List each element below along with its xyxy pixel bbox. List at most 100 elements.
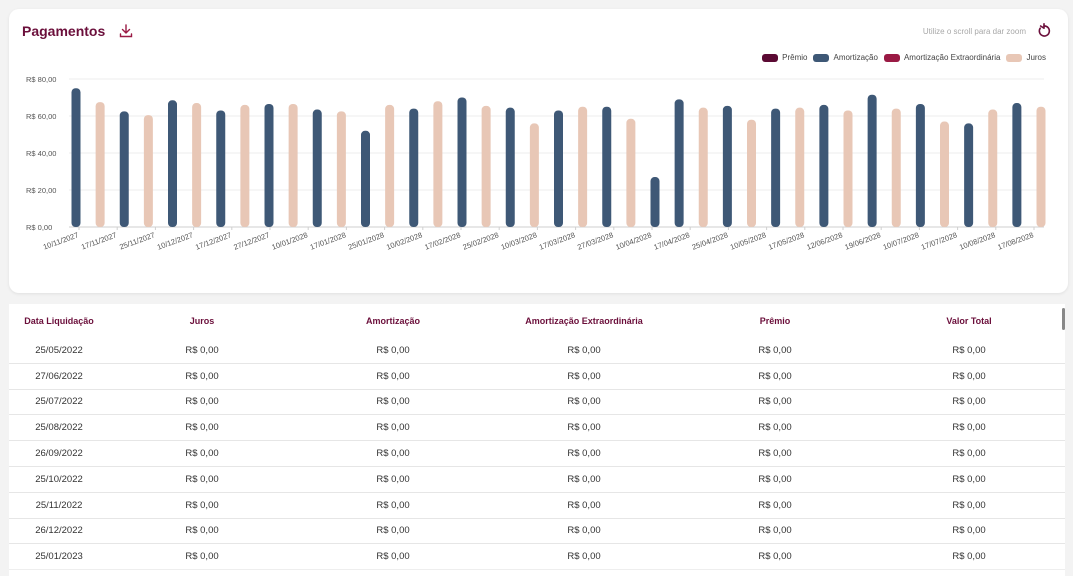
legend-label: Amortização Extraordinária <box>903 53 1001 62</box>
x-tick-label: 25/04/2028 <box>691 230 729 251</box>
table-cell: R$ 0,00 <box>376 551 410 563</box>
legend-item-pr-mio[interactable]: Prêmio <box>762 53 807 62</box>
table-cell: R$ 0,00 <box>376 344 410 356</box>
bar-juros[interactable] <box>192 103 202 227</box>
table-cell: R$ 0,00 <box>758 473 792 485</box>
table-cell: R$ 0,00 <box>952 396 986 408</box>
legend-item-amortiza-o[interactable]: Amortização <box>813 53 878 62</box>
bar-juros[interactable] <box>940 121 949 227</box>
bar-amortiza-o[interactable] <box>554 110 563 227</box>
table-cell: R$ 0,00 <box>567 448 601 460</box>
column-header[interactable]: Data Liquidação <box>24 316 94 326</box>
table-cell: 25/07/2022 <box>35 396 83 408</box>
x-tick-label: 10/04/2028 <box>614 230 652 251</box>
legend-swatch <box>813 53 830 62</box>
bar-juros[interactable] <box>626 118 636 227</box>
bar-amortiza-o[interactable] <box>216 110 226 227</box>
x-tick-label: 12/06/2028 <box>805 230 843 251</box>
x-tick-label: 10/02/2028 <box>385 230 423 251</box>
bar-amortiza-o[interactable] <box>264 103 274 227</box>
x-tick-label: 10/12/2027 <box>156 230 194 251</box>
bar-amortiza-o[interactable] <box>964 123 974 227</box>
column-header[interactable]: Amortização Extraordinária <box>525 316 643 326</box>
table-cell: R$ 0,00 <box>376 422 410 434</box>
table-cell: R$ 0,00 <box>376 473 410 485</box>
table-cell: R$ 0,00 <box>952 422 986 434</box>
bar-juros[interactable] <box>143 115 153 227</box>
y-tick-label: R$ 80,00 <box>26 75 56 84</box>
table-cell: R$ 0,00 <box>185 551 219 563</box>
bar-amortiza-o[interactable] <box>361 130 370 227</box>
bar-juros[interactable] <box>336 111 346 227</box>
bar-amortiza-o[interactable] <box>457 97 467 228</box>
card-title: Pagamentos <box>22 23 106 39</box>
table-cell: R$ 0,00 <box>758 344 792 356</box>
bar-juros[interactable] <box>481 105 491 227</box>
table-cell: R$ 0,00 <box>567 396 601 408</box>
column-header[interactable]: Juros <box>189 316 215 326</box>
bar-juros[interactable] <box>240 104 250 227</box>
bar-amortiza-o[interactable] <box>867 94 877 227</box>
bar-juros[interactable] <box>747 119 756 227</box>
bar-amortiza-o[interactable] <box>312 109 322 227</box>
bar-juros[interactable] <box>529 123 539 227</box>
bar-juros[interactable] <box>988 109 998 227</box>
legend-swatch <box>762 53 779 62</box>
x-tick-label: 10/07/2028 <box>882 230 920 251</box>
bar-amortiza-o[interactable] <box>915 103 925 227</box>
legend-item-juros[interactable]: Juros <box>1006 53 1046 62</box>
table-cell: R$ 0,00 <box>952 370 986 382</box>
bar-amortiza-o[interactable] <box>409 108 419 227</box>
reset-zoom-icon[interactable] <box>1036 23 1052 39</box>
bar-juros[interactable] <box>1036 106 1046 227</box>
table-cell: R$ 0,00 <box>952 499 986 511</box>
bar-amortiza-o[interactable] <box>602 106 612 227</box>
bar-juros[interactable] <box>891 108 901 227</box>
bar-juros[interactable] <box>795 107 805 227</box>
legend-swatch <box>883 53 900 62</box>
table-cell: R$ 0,00 <box>376 396 410 408</box>
column-header[interactable]: Prêmio <box>759 316 791 326</box>
table-cell: R$ 0,00 <box>952 473 986 485</box>
legend-label: Amortização <box>833 53 878 62</box>
table-cell: R$ 0,00 <box>185 473 219 485</box>
table-cell: R$ 0,00 <box>758 525 792 537</box>
table-cell: R$ 0,00 <box>567 525 601 537</box>
bar-amortiza-o[interactable] <box>71 88 81 227</box>
bar-amortiza-o[interactable] <box>505 107 515 227</box>
bar-juros[interactable] <box>433 101 443 227</box>
x-tick-label: 17/07/2028 <box>920 230 958 251</box>
bar-amortiza-o[interactable] <box>168 100 177 227</box>
table-cell: R$ 0,00 <box>376 448 410 460</box>
bar-amortiza-o[interactable] <box>674 99 684 227</box>
column-header[interactable]: Valor Total <box>946 316 992 326</box>
x-tick-label: 17/05/2028 <box>767 230 805 251</box>
legend-swatch <box>1006 53 1023 62</box>
table-cell: R$ 0,00 <box>376 525 410 537</box>
bar-juros[interactable] <box>95 102 105 227</box>
table-row: 26/12/2022 R$ 0,00 R$ 0,00 R$ 0,00 R$ 0,00 R$… <box>9 519 1065 545</box>
table-row: 25/11/2022 R$ 0,00 R$ 0,00 R$ 0,00 R$ 0,00 R$… <box>9 493 1065 519</box>
x-tick-label: 27/12/2027 <box>232 230 270 251</box>
bar-juros[interactable] <box>843 110 853 227</box>
table-row: 25/08/2022 R$ 0,00 R$ 0,00 R$ 0,00 R$ 0,00 R$… <box>9 415 1065 442</box>
table-scrollbar[interactable] <box>1062 308 1065 330</box>
table-cell: R$ 0,00 <box>185 422 219 434</box>
x-tick-label: 17/04/2028 <box>653 230 691 251</box>
bar-juros[interactable] <box>385 104 395 227</box>
bar-amortiza-o[interactable] <box>1012 103 1022 227</box>
bar-amortiza-o[interactable] <box>119 111 129 227</box>
bar-amortiza-o[interactable] <box>650 177 660 227</box>
bar-amortiza-o[interactable] <box>771 108 781 227</box>
bar-amortiza-o[interactable] <box>819 104 829 227</box>
x-tick-label: 10/08/2028 <box>958 230 996 251</box>
download-icon[interactable] <box>118 23 134 39</box>
column-header[interactable]: Amortização <box>365 316 420 326</box>
table-cell: R$ 0,00 <box>185 525 219 537</box>
bar-juros[interactable] <box>578 106 588 227</box>
y-tick-label: R$ 40,00 <box>26 149 56 158</box>
legend-item-amortiza-o-extraordin-ria[interactable]: Amortização Extraordinária <box>883 53 1001 62</box>
bar-amortiza-o[interactable] <box>722 105 732 227</box>
bar-juros[interactable] <box>698 107 708 227</box>
bar-juros[interactable] <box>288 103 298 227</box>
